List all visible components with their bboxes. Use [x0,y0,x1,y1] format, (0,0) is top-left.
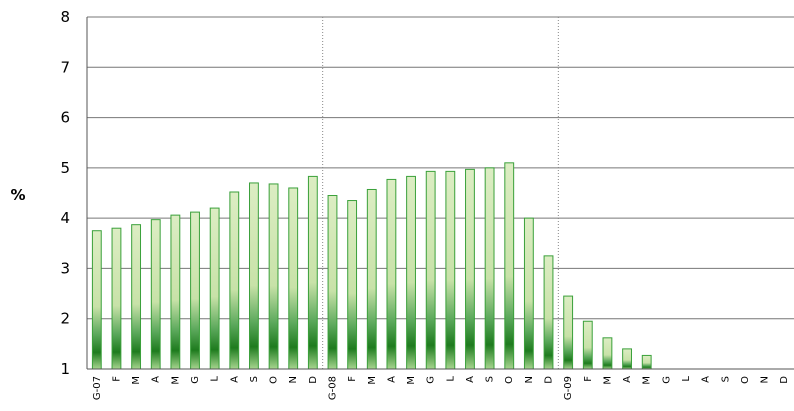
x-tick-label: L [445,376,456,382]
bar [170,214,181,370]
x-tick-label: G [426,376,437,384]
y-tick-label: 2 [60,310,70,328]
bar [504,162,515,370]
x-tick-label: S [720,376,731,382]
x-tick-label: F [111,376,122,382]
bar [229,191,240,370]
bar [91,230,102,370]
bar [131,224,142,370]
x-tick-label: A [465,376,476,383]
bar [582,320,593,370]
bar [190,211,200,370]
bar [347,200,358,370]
x-tick-label: A [622,376,633,383]
x-tick-label: D [544,376,555,384]
bar [111,227,122,370]
x-tick-label: G [190,376,201,384]
bar [602,337,613,370]
bar [425,170,436,370]
x-tick-label: N [524,376,535,383]
y-tick-label: 8 [60,8,70,26]
x-tick-label: N [760,376,771,383]
bar [523,217,534,370]
bar [249,182,259,370]
x-tick-labels: G-07 F M A M G L A S O N D G-08 F M A M G L A S O N D G-09 F M A M G L… [92,376,790,401]
y-tick-label: 4 [60,209,70,227]
bar [622,348,632,370]
y-tick-label: 5 [60,159,70,177]
x-tick-label: A [386,376,397,383]
x-tick-label: D [308,376,319,384]
x-tick-label: O [740,376,751,384]
bar [268,183,279,370]
x-tick-label: F [347,376,358,382]
x-tick-label: N [288,376,299,383]
x-tick-label: M [642,376,653,385]
bar [641,354,652,370]
bar [366,188,377,370]
bar [386,178,397,370]
x-tick-label: F [583,376,594,382]
x-tick-label: G-07 [92,376,103,400]
bar [484,167,495,370]
x-tick-label: O [269,376,280,384]
grid-lines [87,16,794,320]
x-tick-label: L [681,376,692,382]
bar [327,195,338,370]
y-tick-label: 1 [60,360,70,378]
x-tick-label: S [485,376,496,382]
bar [209,207,220,370]
x-tick-label: M [602,376,613,385]
x-tick-label: M [131,376,142,385]
x-tick-label: G-08 [327,376,338,400]
x-tick-label: G-09 [563,376,574,400]
bar [150,219,161,370]
bar [445,170,456,370]
x-tick-label: M [170,376,181,385]
bar [307,175,318,370]
year-separators [322,17,559,369]
x-tick-label: S [249,376,260,382]
bars [91,162,652,370]
bar [406,175,416,370]
x-tick-label: A [701,376,712,383]
bar [288,187,299,370]
x-tick-label: L [210,376,221,382]
x-tick-label: O [504,376,515,384]
bar [543,255,554,370]
x-tick-label: D [779,376,790,384]
bar [563,295,574,370]
axes [86,17,794,370]
y-tick-label: 7 [60,58,70,76]
x-tick-label: M [367,376,378,385]
y-tick-labels: 1 2 3 4 5 6 7 8 [60,8,70,378]
y-tick-label: 6 [60,109,70,127]
y-axis-label: % [10,186,25,204]
y-tick-label: 3 [60,259,70,277]
x-tick-label: G [661,376,672,384]
bar [465,168,475,370]
x-tick-label: A [229,376,240,383]
x-tick-label: A [151,376,162,383]
x-tick-label: M [406,376,417,385]
